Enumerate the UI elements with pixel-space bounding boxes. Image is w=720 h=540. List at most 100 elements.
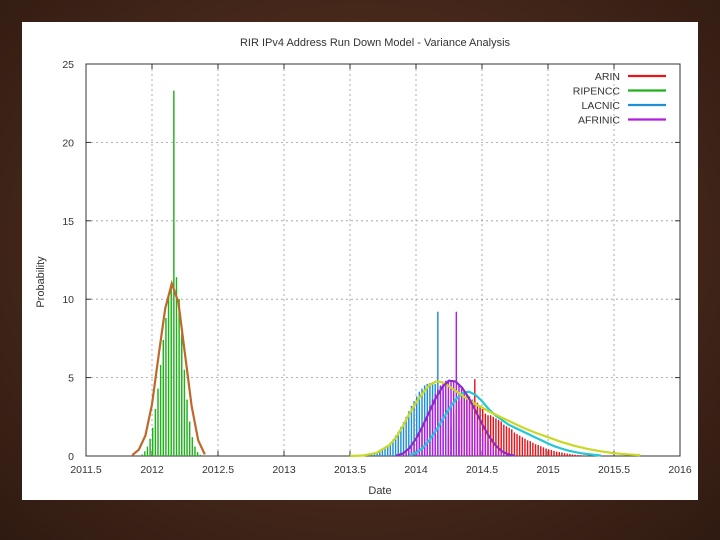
bar bbox=[487, 440, 489, 456]
bar bbox=[455, 311, 458, 456]
bar bbox=[437, 311, 439, 456]
bar bbox=[545, 448, 547, 456]
bar bbox=[579, 455, 582, 456]
bar bbox=[508, 427, 510, 456]
bar bbox=[553, 450, 555, 456]
series-ripencc-bars bbox=[141, 90, 201, 456]
bar bbox=[484, 413, 487, 456]
bar bbox=[416, 396, 418, 456]
bar bbox=[489, 444, 492, 456]
bar bbox=[476, 420, 479, 456]
bar bbox=[397, 431, 399, 456]
bar bbox=[511, 429, 513, 456]
bar bbox=[146, 446, 149, 456]
bar bbox=[173, 90, 175, 456]
bar bbox=[516, 434, 518, 456]
legend-label: LACNIC bbox=[581, 100, 620, 112]
bar bbox=[413, 401, 415, 456]
fit-curve-lacnic bbox=[349, 380, 641, 458]
bar bbox=[181, 333, 183, 456]
bar bbox=[196, 452, 199, 456]
bar bbox=[144, 451, 146, 456]
bar bbox=[384, 448, 386, 456]
bar bbox=[149, 438, 151, 456]
y-tick-label: 25 bbox=[62, 59, 74, 71]
bar bbox=[141, 454, 143, 456]
chart: RIR IPv4 Address Run Down Model - Varian… bbox=[35, 37, 692, 497]
y-tick-label: 10 bbox=[62, 294, 74, 306]
bar bbox=[421, 388, 423, 456]
bar bbox=[555, 451, 558, 456]
bar bbox=[408, 411, 410, 456]
bar bbox=[157, 388, 159, 456]
bar bbox=[574, 454, 576, 456]
bar bbox=[497, 451, 500, 456]
bar bbox=[452, 381, 455, 456]
bar bbox=[408, 450, 410, 456]
bar bbox=[402, 454, 405, 456]
bar bbox=[402, 422, 405, 456]
bar bbox=[371, 454, 373, 456]
x-tick-label: 2015 bbox=[536, 464, 560, 476]
bar bbox=[418, 391, 421, 456]
x-tick-label: 2014.5 bbox=[466, 464, 498, 476]
bar bbox=[418, 433, 421, 456]
bar bbox=[550, 450, 553, 456]
bar bbox=[505, 455, 508, 456]
bar bbox=[421, 426, 423, 456]
bar bbox=[569, 453, 571, 456]
bar bbox=[503, 424, 505, 456]
bar bbox=[183, 369, 186, 456]
bar bbox=[413, 443, 415, 456]
y-axis-label: Probability bbox=[35, 256, 47, 308]
fit-curve-arin bbox=[409, 390, 601, 457]
bar bbox=[548, 449, 550, 456]
legend-label: AFRINIC bbox=[578, 115, 620, 127]
bar bbox=[405, 452, 407, 456]
bar bbox=[513, 432, 516, 456]
bar bbox=[186, 399, 188, 456]
bar bbox=[154, 408, 157, 456]
bar bbox=[524, 438, 526, 456]
bar bbox=[162, 339, 164, 456]
bar bbox=[503, 454, 505, 456]
bar bbox=[558, 452, 560, 456]
legend-label: RIPENCC bbox=[573, 86, 621, 98]
bar bbox=[542, 447, 545, 456]
bar bbox=[537, 445, 539, 456]
bar bbox=[152, 427, 154, 456]
fit-curve-ripencc bbox=[131, 279, 206, 457]
bar bbox=[159, 365, 162, 456]
bar bbox=[447, 379, 450, 456]
bar bbox=[474, 415, 476, 456]
bar bbox=[577, 455, 579, 456]
bar bbox=[532, 442, 534, 456]
x-tick-label: 2012.5 bbox=[202, 464, 234, 476]
bar bbox=[191, 437, 194, 456]
bar bbox=[526, 440, 529, 456]
bar bbox=[410, 447, 413, 456]
bar bbox=[518, 435, 521, 456]
bar bbox=[392, 439, 394, 456]
bar bbox=[386, 445, 389, 456]
fit-curve-afrinic bbox=[395, 379, 516, 457]
bar bbox=[431, 399, 434, 456]
y-tick-label: 20 bbox=[62, 137, 74, 149]
y-tick-label: 0 bbox=[68, 451, 74, 463]
bar bbox=[178, 299, 180, 456]
bar bbox=[468, 403, 471, 456]
bar bbox=[405, 416, 407, 456]
bar bbox=[188, 421, 191, 456]
bar bbox=[489, 415, 492, 456]
bar bbox=[540, 446, 542, 456]
bar bbox=[566, 453, 568, 456]
bar bbox=[165, 318, 167, 456]
bar bbox=[505, 426, 508, 456]
bar bbox=[521, 437, 524, 456]
bar bbox=[450, 380, 452, 456]
bar bbox=[423, 419, 426, 456]
bar bbox=[495, 449, 497, 456]
bar bbox=[439, 385, 442, 456]
bar bbox=[479, 426, 481, 456]
bar bbox=[471, 408, 473, 456]
